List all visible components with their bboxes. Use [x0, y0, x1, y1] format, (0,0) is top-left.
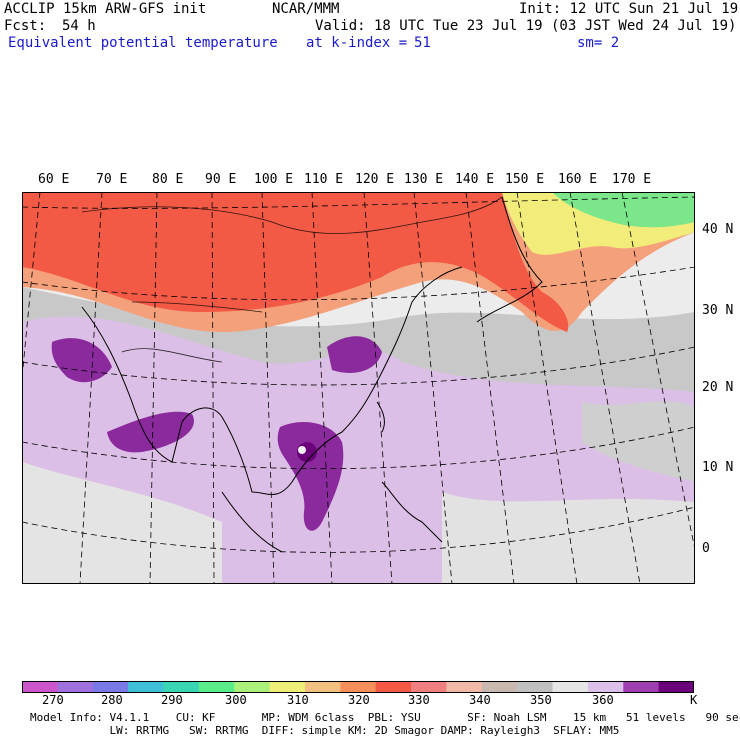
convection-core-gap	[298, 446, 306, 454]
lat-label: 20 N	[702, 380, 734, 395]
convection-east-china	[327, 336, 382, 373]
colorbar-label: 290	[161, 693, 183, 707]
valid-time: Valid: 18 UTC Tue 23 Jul 19 (03 JST Wed …	[315, 18, 737, 34]
colorbar-frame	[22, 681, 694, 693]
colorbar-swatch	[269, 681, 306, 693]
convection-arabian-sea	[51, 338, 112, 383]
convection-south-china-sea	[277, 422, 344, 531]
convection-bay-of-bengal	[107, 411, 194, 453]
colorbar-swatch	[552, 681, 589, 693]
lon-label: 110 E	[304, 172, 344, 187]
organization: NCAR/MMM	[272, 1, 340, 17]
colorbar-label: 300	[225, 693, 247, 707]
colorbar-swatch	[340, 681, 377, 693]
colorbar-label: 360	[592, 693, 614, 707]
colorbar-label: 330	[408, 693, 430, 707]
init-time: Init: 12 UTC Sun 21 Jul 19	[519, 1, 739, 17]
colorbar-label: 320	[348, 693, 370, 707]
southern-light-region	[22, 462, 222, 584]
lon-label: 170 E	[612, 172, 652, 187]
forecast-hour: 54 h	[62, 18, 96, 34]
smoothing: sm= 2	[577, 35, 620, 51]
colorbar	[22, 681, 694, 693]
colorbar-swatch	[623, 681, 660, 693]
colorbar-swatch	[411, 681, 447, 693]
graticule	[22, 192, 695, 584]
lon-label: 100 E	[254, 172, 294, 187]
hot-region	[22, 192, 569, 332]
colorbar-label: 270	[42, 693, 64, 707]
colorbar-swatch	[517, 681, 554, 693]
colorbar-label: 310	[287, 693, 309, 707]
model-info-line1: Model Info: V4.1.1 CU: KF MP: WDM 6class…	[30, 711, 740, 724]
colorbar-swatch	[587, 681, 624, 693]
lon-label: 130 E	[404, 172, 444, 187]
lon-label: 150 E	[505, 172, 545, 187]
colorbar-swatch	[234, 681, 271, 693]
lon-label: 120 E	[355, 172, 395, 187]
lat-label: 40 N	[702, 222, 734, 237]
lat-label: 30 N	[702, 303, 734, 318]
colorbar-swatch	[658, 681, 694, 693]
colorbar-swatch	[22, 681, 58, 693]
colorbar-swatch	[481, 681, 518, 693]
colorbar-swatch	[92, 681, 129, 693]
level-value: 51	[414, 35, 431, 51]
map-frame	[22, 192, 695, 584]
lon-label: 60 E	[38, 172, 70, 187]
pacific-gray-patch	[582, 401, 695, 482]
cool-green-region	[552, 192, 695, 228]
colorbar-label: 340	[469, 693, 491, 707]
colorbar-swatch	[198, 681, 235, 693]
colorbar-label: 280	[101, 693, 123, 707]
colorbar-unit: K	[690, 693, 698, 707]
colorbar-swatch	[57, 681, 94, 693]
lon-label: 140 E	[455, 172, 495, 187]
colorbar-swatch	[446, 681, 483, 693]
model-title: ACCLIP 15km ARW-GFS init	[4, 1, 207, 17]
lon-label: 80 E	[152, 172, 184, 187]
forecast-label: Fcst:	[4, 18, 47, 34]
colorbar-swatch	[128, 681, 164, 693]
theta-e-map	[22, 192, 695, 584]
lon-label: 90 E	[205, 172, 237, 187]
colorbar-label: 350	[530, 693, 552, 707]
colorbar-swatch	[375, 681, 412, 693]
colorbar-swatch	[163, 681, 200, 693]
southeast-light-region	[442, 492, 695, 584]
model-info-line2: LW: RRTMG SW: RRTMG DIFF: simple KM: 2D …	[30, 724, 620, 737]
country-borders	[81, 196, 503, 363]
field-name: Equivalent potential temperature	[8, 35, 278, 51]
lat-label: 0	[702, 541, 710, 556]
lon-label: 70 E	[96, 172, 128, 187]
colorbar-swatch	[304, 681, 341, 693]
coastlines	[81, 196, 543, 553]
level-label: at k-index =	[306, 35, 408, 51]
lon-label: 160 E	[558, 172, 598, 187]
lat-label: 10 N	[702, 460, 734, 475]
